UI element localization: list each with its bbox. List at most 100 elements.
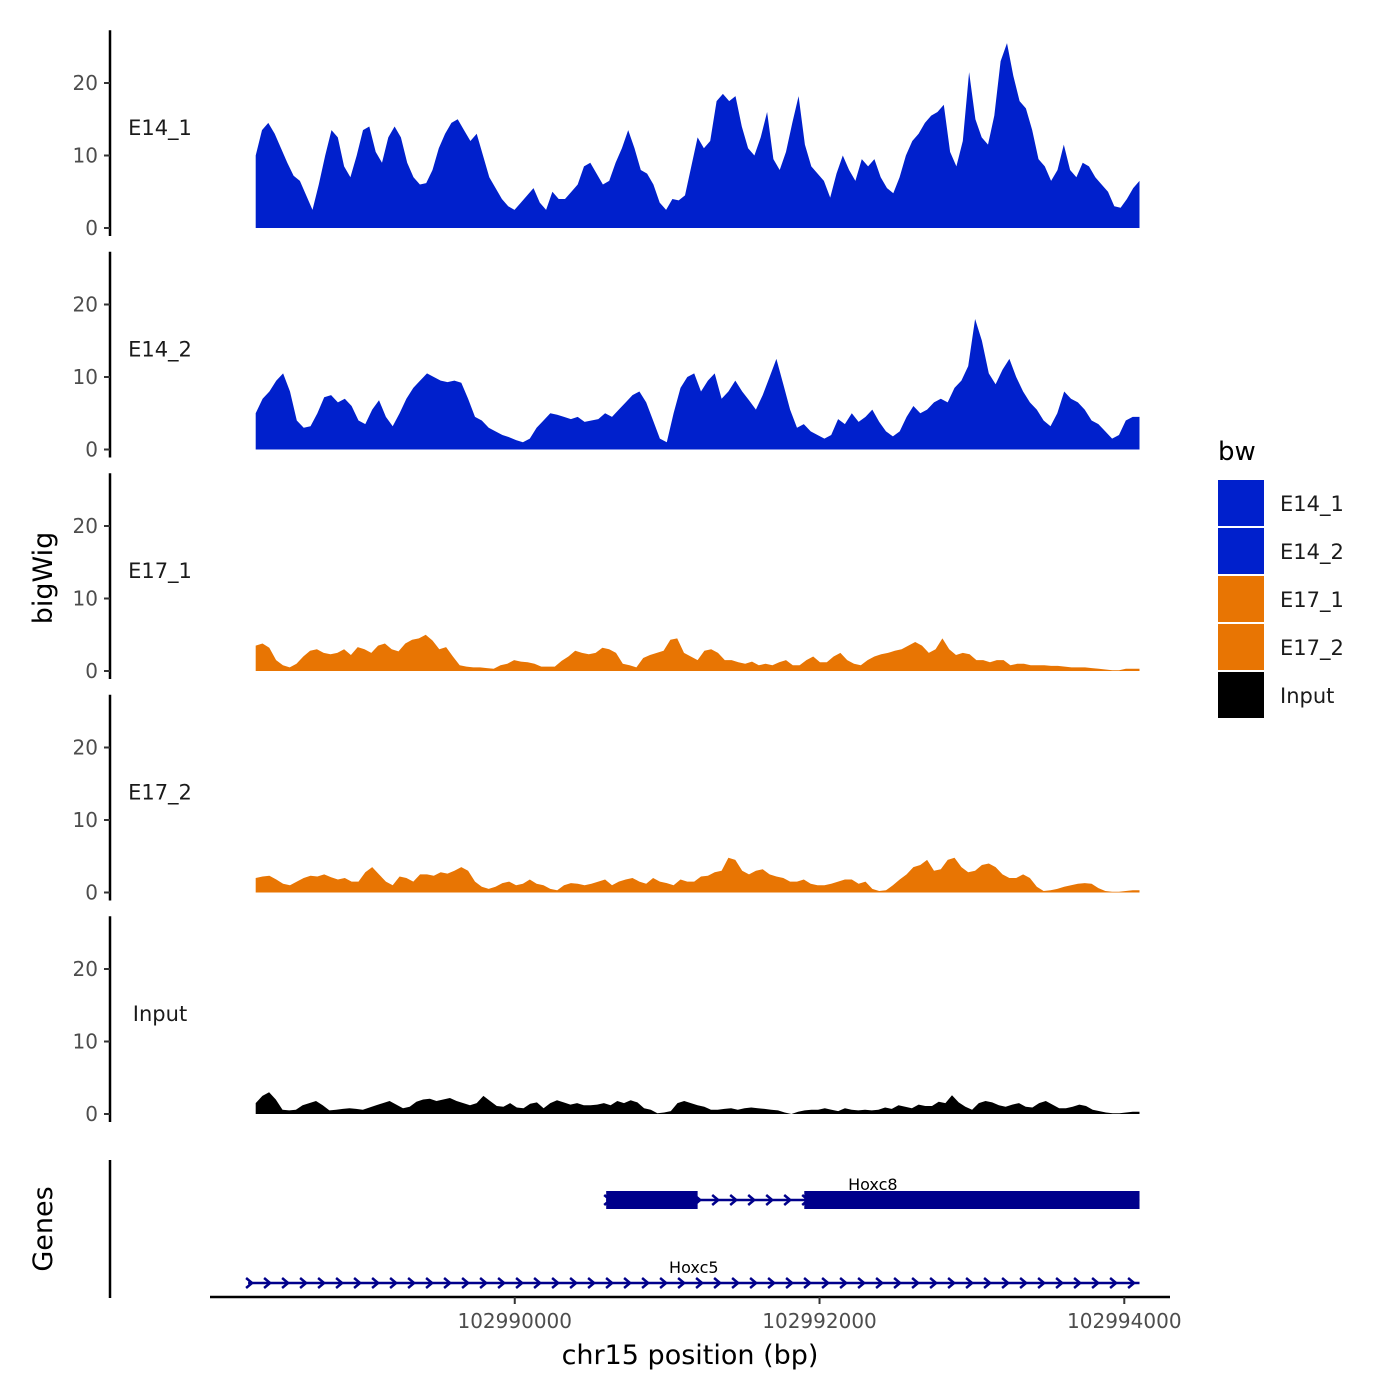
strand-arrow: [731, 1277, 741, 1289]
strand-arrow: [479, 1277, 489, 1289]
y-tick-label: 10: [73, 144, 98, 168]
track-panel-E17_2: 0 10 20 E17_2: [73, 694, 1140, 905]
legend-swatch-E14_2: [1218, 528, 1264, 574]
strand-arrow: [461, 1277, 471, 1289]
track-panel-Input: 0 10 20 Input: [73, 916, 1140, 1126]
x-tick-label: 102994000: [1067, 1309, 1182, 1333]
legend-title: bw: [1218, 437, 1256, 467]
y-tick-label: 0: [85, 1102, 98, 1126]
strand-arrow: [729, 1194, 739, 1206]
strand-arrow: [677, 1277, 687, 1289]
strand-arrow: [299, 1277, 309, 1289]
strand-arrow: [245, 1277, 255, 1289]
coverage-area-E14_2: [255, 319, 1140, 450]
strand-arrow: [1055, 1277, 1065, 1289]
strand-arrow: [1073, 1277, 1083, 1289]
legend-label-Input: Input: [1280, 684, 1334, 708]
coverage-area-Input: [255, 1092, 1140, 1114]
strand-arrow: [983, 1277, 993, 1289]
track-label-E17_2: E17_2: [128, 781, 192, 806]
strand-arrow: [875, 1277, 885, 1289]
strand-arrow: [695, 1277, 705, 1289]
track-panel-E17_1: 0 10 20 E17_1: [73, 473, 1140, 683]
strand-arrow: [641, 1277, 651, 1289]
x-axis-title: chr15 position (bp): [562, 1340, 819, 1371]
strand-arrow: [821, 1277, 831, 1289]
strand-arrow: [623, 1277, 633, 1289]
strand-arrow: [551, 1277, 561, 1289]
legend-swatch-E17_1: [1218, 576, 1264, 622]
strand-arrow: [911, 1277, 921, 1289]
y-tick-label: 0: [85, 438, 98, 462]
strand-arrow: [929, 1277, 939, 1289]
strand-arrow: [711, 1194, 721, 1206]
strand-arrow: [1019, 1277, 1029, 1289]
strand-arrow: [407, 1277, 417, 1289]
y-tick-label: 20: [73, 957, 98, 981]
y-tick-label: 20: [73, 293, 98, 317]
strand-arrow: [785, 1277, 795, 1289]
y-tick-label: 10: [73, 1030, 98, 1054]
gene-Hoxc5: Hoxc5: [245, 1258, 1140, 1289]
x-tick-label: 102990000: [457, 1309, 572, 1333]
legend-swatch-Input: [1218, 672, 1264, 718]
strand-arrow: [767, 1277, 777, 1289]
strand-arrow: [857, 1277, 867, 1289]
strand-arrow: [263, 1277, 273, 1289]
strand-arrow: [515, 1277, 525, 1289]
track-label-E17_1: E17_1: [128, 559, 192, 584]
legend-label-E17_2: E17_2: [1280, 636, 1344, 661]
strand-arrow: [947, 1277, 957, 1289]
coverage-area-E17_2: [255, 857, 1140, 893]
strand-arrow: [1109, 1277, 1119, 1289]
strand-arrow: [1037, 1277, 1047, 1289]
track-panel-E14_2: 0 10 20 E14_2: [73, 251, 1140, 462]
strand-arrow: [749, 1277, 759, 1289]
track-panel-E14_1: 0 10 20 E14_1: [73, 30, 1140, 240]
strand-arrow: [1001, 1277, 1011, 1289]
y-tick-label: 20: [73, 736, 98, 760]
strand-arrow: [497, 1277, 507, 1289]
gene-label-Hoxc5: Hoxc5: [669, 1258, 719, 1277]
strand-arrow: [371, 1277, 381, 1289]
strand-arrow: [713, 1277, 723, 1289]
y-tick-label: 10: [73, 365, 98, 389]
strand-arrow: [425, 1277, 435, 1289]
y-tick-label: 20: [73, 514, 98, 538]
strand-arrow: [533, 1277, 543, 1289]
strand-arrow: [317, 1277, 327, 1289]
strand-arrow: [389, 1277, 399, 1289]
strand-arrow: [587, 1277, 597, 1289]
strand-arrow: [569, 1277, 579, 1289]
track-label-Input: Input: [133, 1002, 187, 1026]
strand-arrow: [839, 1277, 849, 1289]
x-tick-label: 102992000: [762, 1309, 877, 1333]
gene-label-Hoxc8: Hoxc8: [848, 1175, 898, 1194]
coverage-area-E14_1: [255, 43, 1140, 228]
strand-arrow: [803, 1277, 813, 1289]
strand-arrow: [747, 1194, 757, 1206]
y-tick-label: 0: [85, 881, 98, 905]
strand-arrow: [353, 1277, 363, 1289]
strand-arrow: [1127, 1277, 1137, 1289]
legend-label-E14_2: E14_2: [1280, 540, 1344, 565]
strand-arrow: [605, 1277, 615, 1289]
strand-arrow: [659, 1277, 669, 1289]
gene-track-title: Genes: [28, 1186, 59, 1271]
y-tick-label: 0: [85, 216, 98, 240]
gene-track: Hoxc8 Hoxc5: [108, 1160, 1140, 1298]
y-tick-label: 10: [73, 587, 98, 611]
strand-arrow: [1091, 1277, 1101, 1289]
strand-arrow: [765, 1194, 775, 1206]
strand-arrow: [443, 1277, 453, 1289]
legend-swatch-E17_2: [1218, 624, 1264, 670]
strand-arrow: [893, 1277, 903, 1289]
strand-arrow: [281, 1277, 291, 1289]
coverage-area-E17_1: [255, 634, 1140, 671]
y-axis-title: bigWig: [28, 532, 59, 625]
legend-swatch-E14_1: [1218, 480, 1264, 526]
track-label-E14_2: E14_2: [128, 338, 192, 363]
coverage-tracks: 0 10 20 E14_1 0 10 20 E14_2 0 10 20 E17_1 0 10 20 E17_2…: [73, 30, 1140, 1126]
gene-exon: [804, 1191, 1140, 1209]
